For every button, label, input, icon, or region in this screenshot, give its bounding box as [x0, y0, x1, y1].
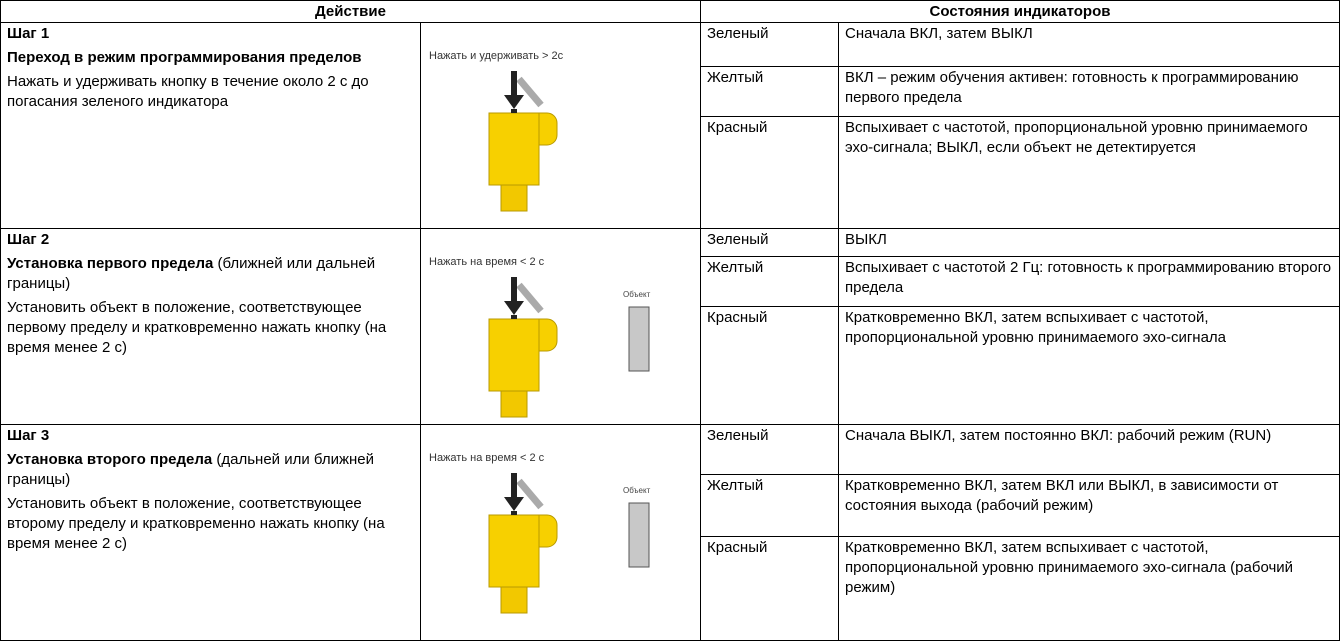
illustration: Нажать и удерживать > 2с: [429, 50, 564, 212]
action-cell: Шаг 2 Установка первого предела (ближней …: [0, 228, 421, 425]
indicator-color-cell: Красный: [700, 116, 839, 229]
indicator-state-cell: Кратковременно ВКЛ, затем вспыхивает с ч…: [838, 306, 1340, 425]
indicator-color-cell: Зеленый: [700, 424, 839, 475]
sensor-cap: [538, 318, 558, 352]
press-arrow: [504, 71, 524, 109]
indicator-color-cell: Желтый: [700, 256, 839, 307]
indicator-state-cell: Сначала ВКЛ, затем ВЫКЛ: [838, 22, 1340, 67]
step-title: Шаг 1: [7, 25, 50, 42]
step-heading-line: Установка первого предела (ближней или д…: [7, 254, 414, 294]
step-heading: Установка второго предела: [7, 451, 213, 468]
indicator-state-cell: Кратковременно ВКЛ, затем вспыхивает с ч…: [838, 536, 1340, 641]
step-heading-note: (ближней или дальней границы): [7, 255, 376, 292]
illustration: Нажать на время < 2 с Объект: [429, 452, 651, 614]
object-label: Объект: [623, 290, 651, 299]
action-cell: Шаг 1 Переход в режим программирования пр…: [0, 22, 421, 229]
sensor-cap: [538, 112, 558, 146]
step-heading-line: Переход в режим программирования предело…: [7, 48, 414, 68]
indicator-state-cell: Кратковременно ВКЛ, затем ВКЛ или ВЫКЛ, …: [838, 474, 1340, 537]
button: [511, 511, 517, 515]
sensor-body: [488, 318, 540, 392]
button: [511, 109, 517, 113]
illustration: Нажать на время < 2 с Объект: [429, 256, 651, 418]
sensor-connector: [500, 386, 528, 418]
indicator-state-cell: ВКЛ – режим обучения активен: готовность…: [838, 66, 1340, 117]
indicator-state-cell: Сначала ВЫКЛ, затем постоянно ВКЛ: рабоч…: [838, 424, 1340, 475]
finger: [516, 282, 544, 314]
indicator-color-cell: Зеленый: [700, 228, 839, 257]
press-arrow: [504, 473, 524, 511]
image-cell: Нажать и удерживать > 2с: [420, 22, 701, 229]
indicator-state-cell: ВЫКЛ: [838, 228, 1340, 257]
header-cell: Действие: [0, 0, 701, 23]
indicator-color-cell: Красный: [700, 306, 839, 425]
indicator-color-cell: Желтый: [700, 66, 839, 117]
image-caption: Нажать на время < 2 с: [429, 256, 545, 268]
finger: [516, 478, 544, 510]
object-label: Объект: [623, 486, 651, 495]
indicator-color-cell: Зеленый: [700, 22, 839, 67]
indicator-state-cell: Вспыхивает с частотой 2 Гц: готовность к…: [838, 256, 1340, 307]
sensor-body: [488, 514, 540, 588]
step-heading: Установка первого предела: [7, 255, 214, 272]
step-heading-note: (дальней или ближней границы): [7, 451, 374, 488]
action-cell: Шаг 3 Установка второго предела (дальней …: [0, 424, 421, 641]
sensor-cap: [538, 514, 558, 548]
step-description: Нажать и удерживать кнопку в течение око…: [7, 73, 369, 110]
image-cell: Нажать на время < 2 с Объект: [420, 228, 701, 425]
button: [511, 315, 517, 319]
step-description: Установить объект в положение, соответст…: [7, 299, 387, 356]
image-caption: Нажать на время < 2 с: [429, 452, 545, 464]
step-title: Шаг 2: [7, 231, 50, 248]
finger: [516, 76, 544, 108]
image-cell: Нажать на время < 2 с Объект: [420, 424, 701, 641]
object: [628, 306, 650, 372]
sensor-connector: [500, 180, 528, 212]
indicator-state-cell: Вспыхивает с частотой, пропорциональной …: [838, 116, 1340, 229]
step-heading-line: Установка второго предела (дальней или б…: [7, 450, 414, 490]
image-caption: Нажать и удерживать > 2с: [429, 50, 564, 62]
indicator-color-cell: Красный: [700, 536, 839, 641]
press-arrow: [504, 277, 524, 315]
object: [628, 502, 650, 568]
step-title: Шаг 3: [7, 427, 50, 444]
step-description: Установить объект в положение, соответст…: [7, 495, 385, 552]
step-heading: Переход в режим программирования предело…: [7, 49, 362, 66]
sensor-connector: [500, 582, 528, 614]
sensor-body: [488, 112, 540, 186]
header-cell: Состояния индикаторов: [700, 0, 1340, 23]
indicator-color-cell: Желтый: [700, 474, 839, 537]
